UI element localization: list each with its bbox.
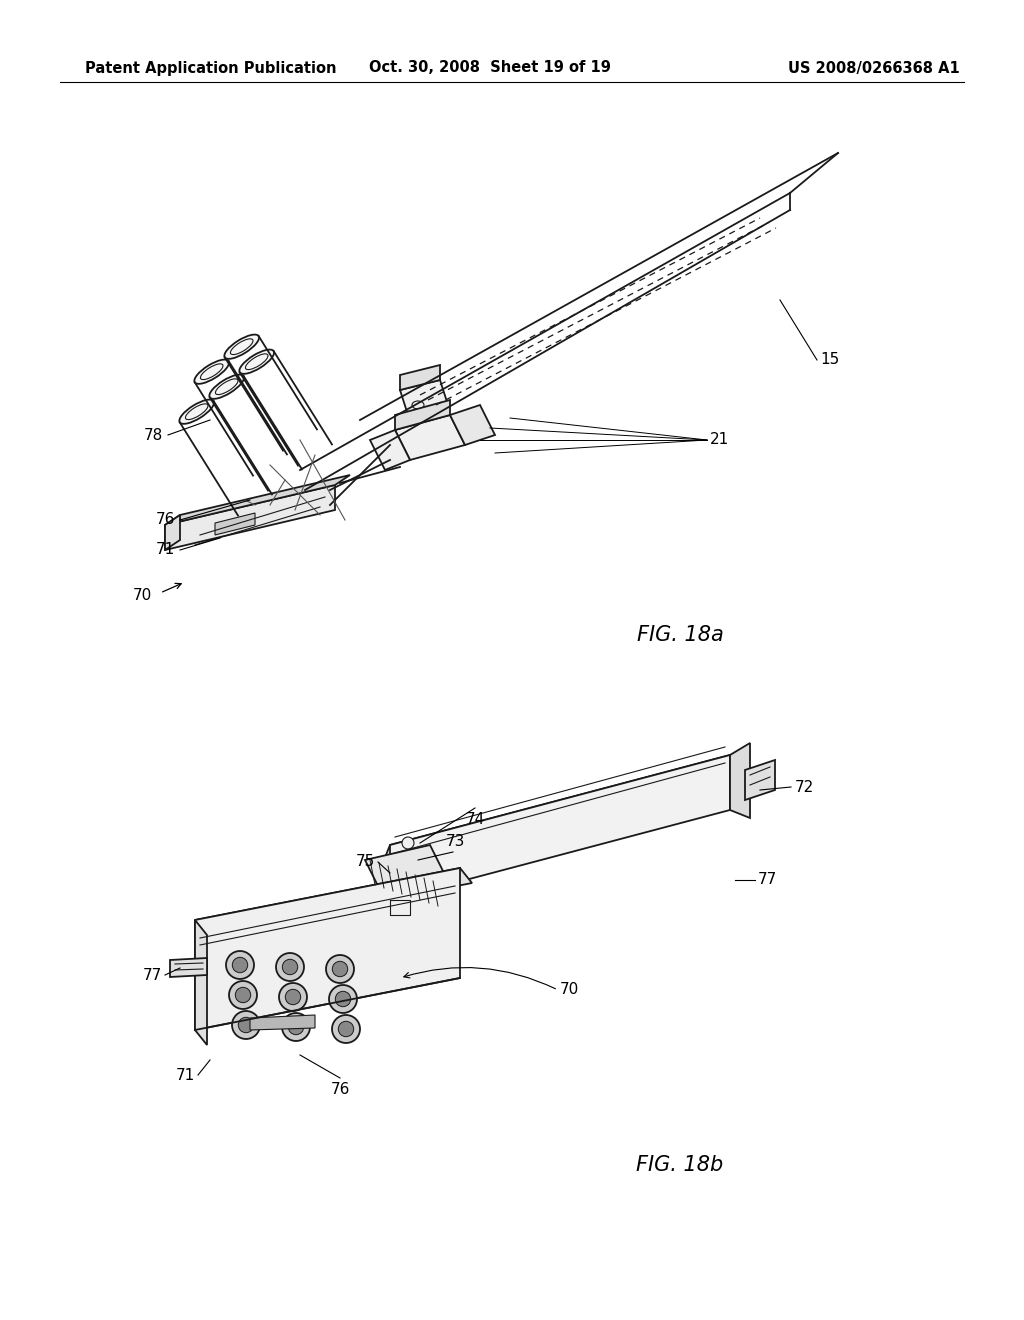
Text: 75: 75 (355, 854, 375, 870)
Polygon shape (745, 760, 775, 800)
Text: 77: 77 (142, 968, 162, 982)
Polygon shape (370, 430, 410, 470)
Circle shape (333, 961, 348, 977)
Text: US 2008/0266368 A1: US 2008/0266368 A1 (788, 61, 961, 75)
Polygon shape (400, 366, 440, 389)
Ellipse shape (224, 334, 259, 359)
Polygon shape (395, 400, 450, 430)
Text: 74: 74 (465, 813, 484, 828)
Polygon shape (195, 869, 460, 1030)
Text: 21: 21 (710, 433, 729, 447)
Circle shape (335, 991, 350, 1007)
Polygon shape (730, 743, 750, 818)
Circle shape (326, 954, 354, 983)
Text: 72: 72 (795, 780, 814, 795)
Text: FIG. 18b: FIG. 18b (636, 1155, 724, 1175)
Text: 71: 71 (156, 543, 175, 557)
Circle shape (239, 1018, 254, 1032)
Circle shape (289, 1019, 304, 1035)
Polygon shape (195, 869, 472, 935)
Polygon shape (170, 958, 207, 977)
Circle shape (236, 987, 251, 1003)
Text: 78: 78 (143, 428, 163, 442)
Text: 15: 15 (820, 352, 840, 367)
Text: 76: 76 (156, 512, 175, 528)
Polygon shape (250, 1015, 315, 1030)
Text: 70: 70 (560, 982, 580, 998)
Polygon shape (390, 755, 730, 900)
Ellipse shape (209, 375, 244, 399)
Text: FIG. 18a: FIG. 18a (637, 624, 723, 645)
Text: Oct. 30, 2008  Sheet 19 of 19: Oct. 30, 2008 Sheet 19 of 19 (369, 61, 611, 75)
Circle shape (232, 1011, 260, 1039)
Circle shape (283, 960, 298, 974)
Polygon shape (215, 513, 255, 535)
Text: 77: 77 (758, 873, 777, 887)
Polygon shape (400, 380, 449, 414)
Polygon shape (165, 515, 180, 550)
Ellipse shape (195, 359, 229, 384)
Polygon shape (450, 405, 495, 445)
Circle shape (332, 1015, 360, 1043)
Text: Patent Application Publication: Patent Application Publication (85, 61, 337, 75)
Circle shape (402, 837, 414, 849)
Polygon shape (165, 484, 335, 550)
Circle shape (279, 983, 307, 1011)
Text: 73: 73 (445, 834, 465, 850)
Ellipse shape (179, 400, 214, 424)
Polygon shape (382, 755, 730, 865)
Ellipse shape (240, 350, 274, 374)
Text: 76: 76 (331, 1082, 349, 1097)
Polygon shape (165, 475, 350, 525)
Text: 71: 71 (176, 1068, 195, 1082)
Circle shape (276, 953, 304, 981)
Circle shape (286, 989, 301, 1005)
Polygon shape (365, 845, 445, 890)
Polygon shape (195, 920, 207, 1045)
Circle shape (282, 1012, 310, 1041)
Circle shape (226, 950, 254, 979)
Text: 70: 70 (133, 587, 152, 602)
Polygon shape (395, 414, 465, 459)
Circle shape (338, 1022, 353, 1036)
Circle shape (229, 981, 257, 1008)
Circle shape (329, 985, 357, 1012)
Circle shape (232, 957, 248, 973)
